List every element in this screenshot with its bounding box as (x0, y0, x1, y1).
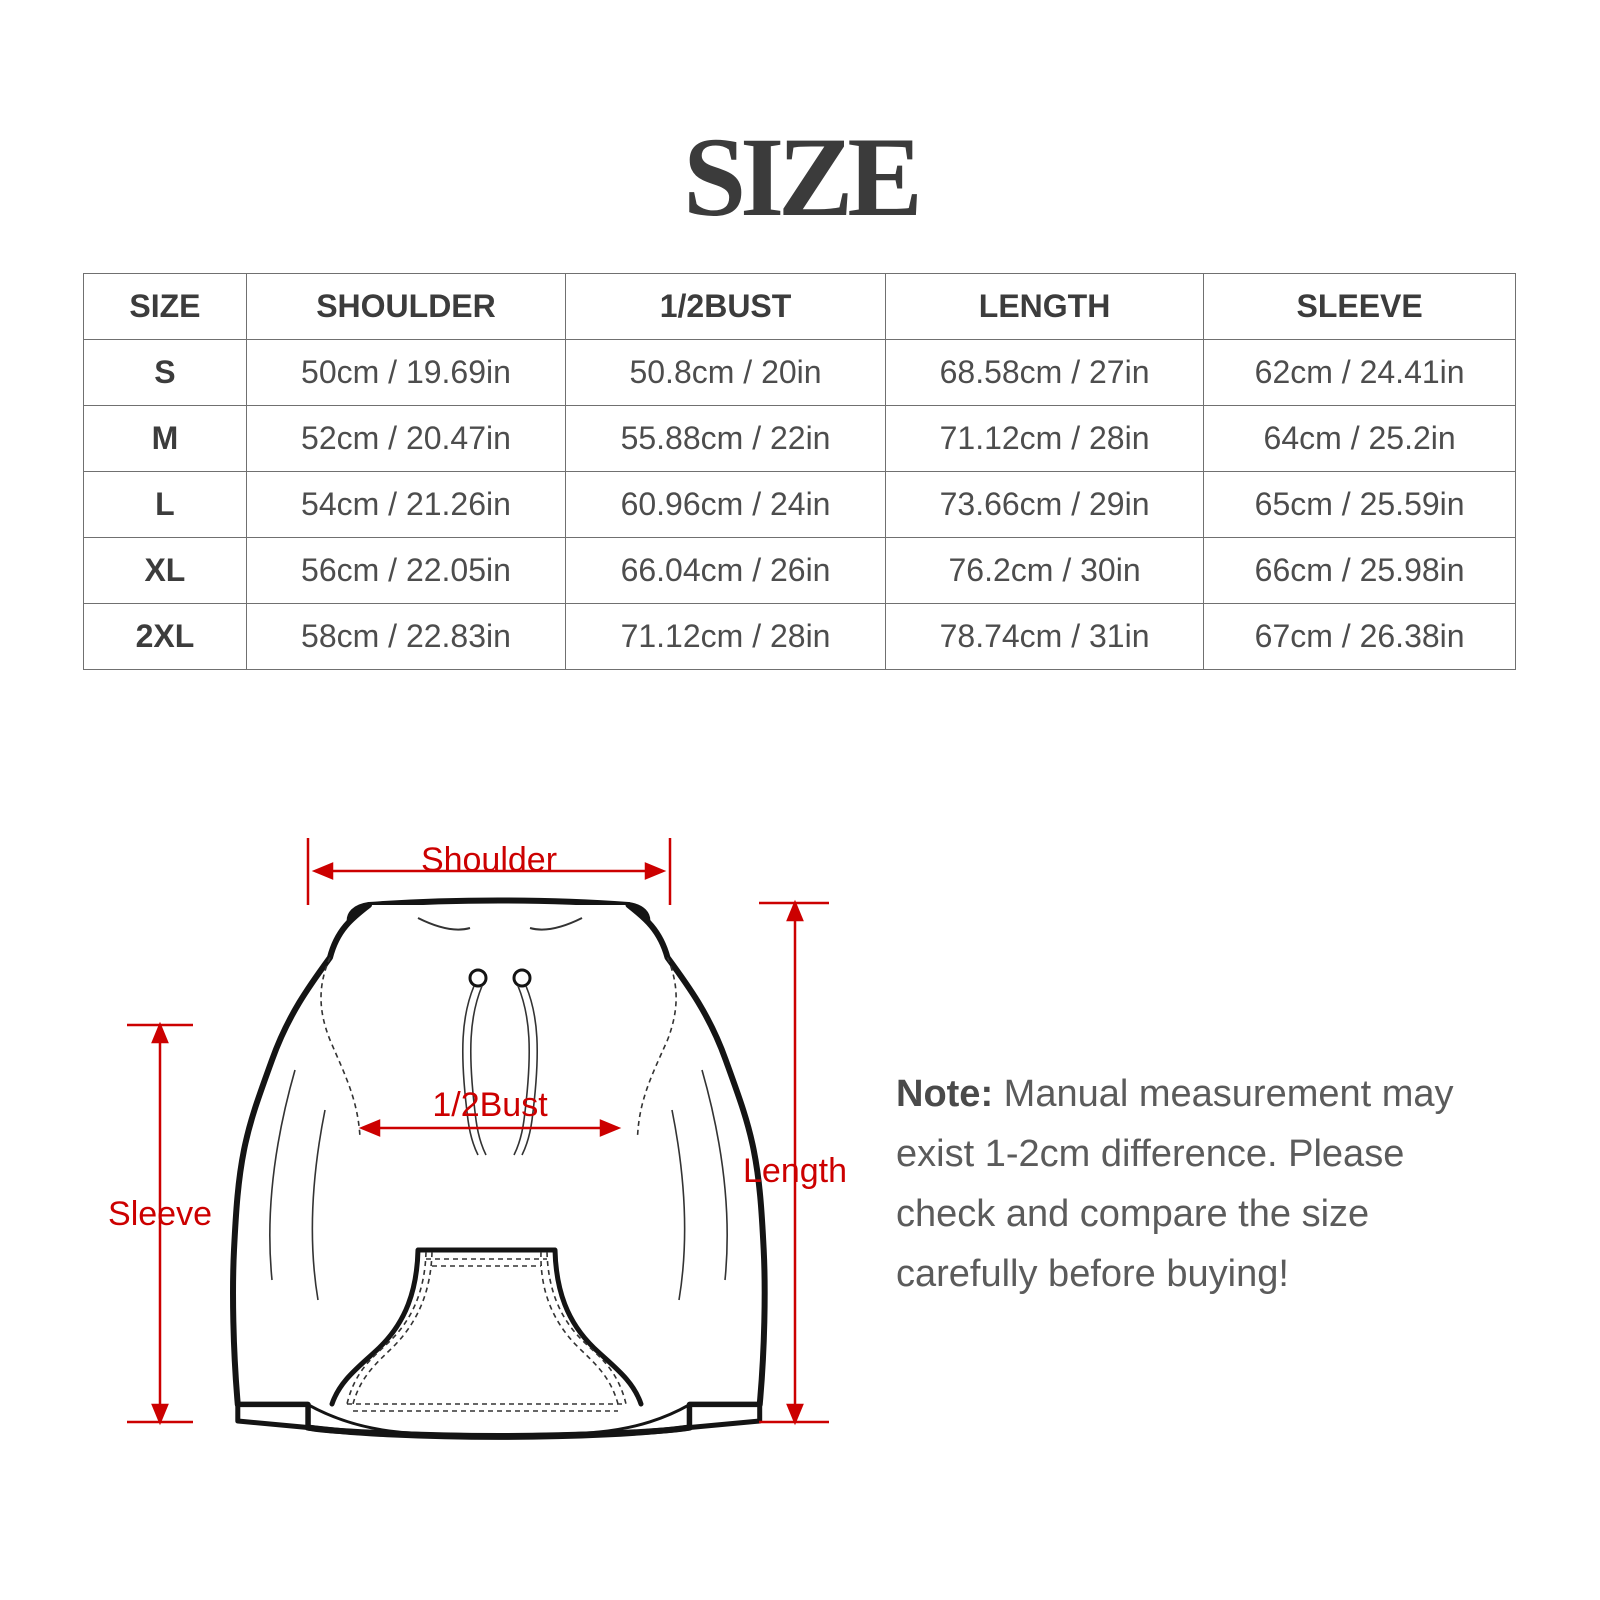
svg-text:Length: Length (743, 1152, 847, 1190)
svg-text:Sleeve: Sleeve (108, 1195, 212, 1233)
svg-text:1/2Bust: 1/2Bust (432, 1086, 548, 1124)
svg-text:Shoulder: Shoulder (421, 841, 557, 879)
